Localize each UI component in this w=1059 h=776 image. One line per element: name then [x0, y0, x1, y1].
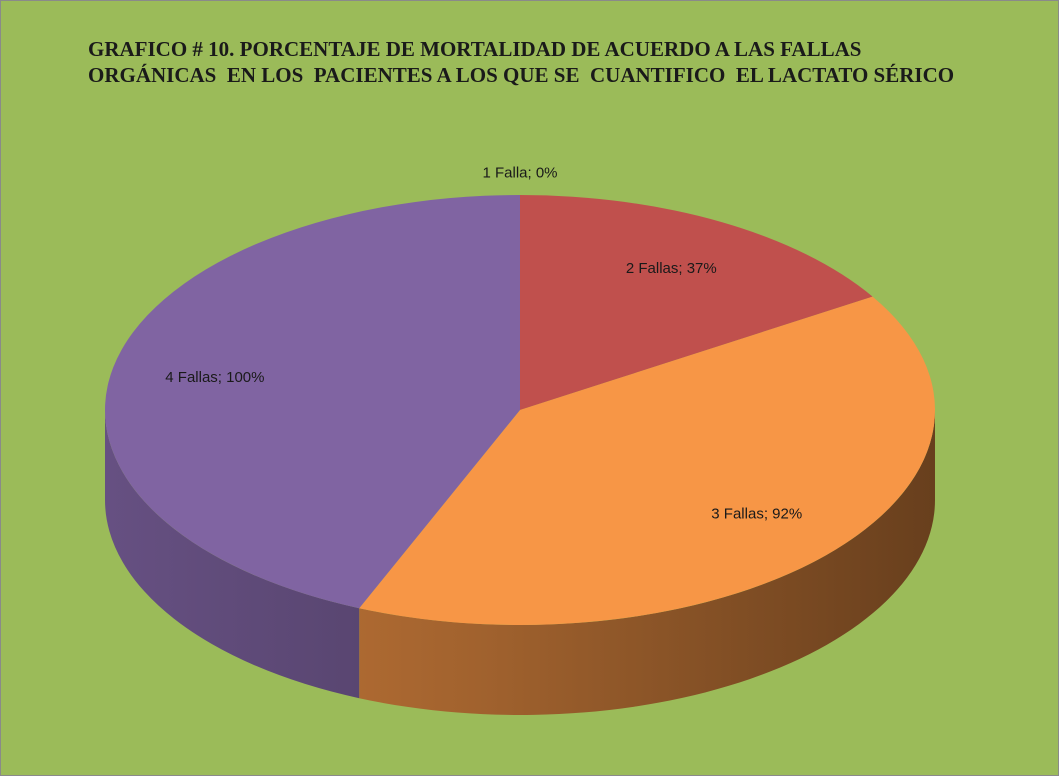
data-label: 2 Fallas; 37%: [626, 260, 717, 277]
data-label: 4 Fallas; 100%: [165, 369, 264, 386]
slice-side: [359, 410, 936, 715]
pie-sides: [105, 410, 936, 715]
chart-title: GRAFICO # 10. PORCENTAJE DE MORTALIDAD D…: [88, 37, 955, 87]
data-label: 1 Falla; 0%: [482, 164, 557, 181]
slice: [359, 296, 935, 625]
pie-tops: [104, 195, 935, 625]
slice-top: [359, 296, 935, 625]
slice-top: [520, 195, 873, 410]
data-label: 3 Fallas; 92%: [711, 506, 802, 523]
slice: [104, 195, 520, 609]
slice-top: [104, 195, 520, 609]
slice: [520, 195, 873, 410]
slice-side: [105, 410, 360, 699]
